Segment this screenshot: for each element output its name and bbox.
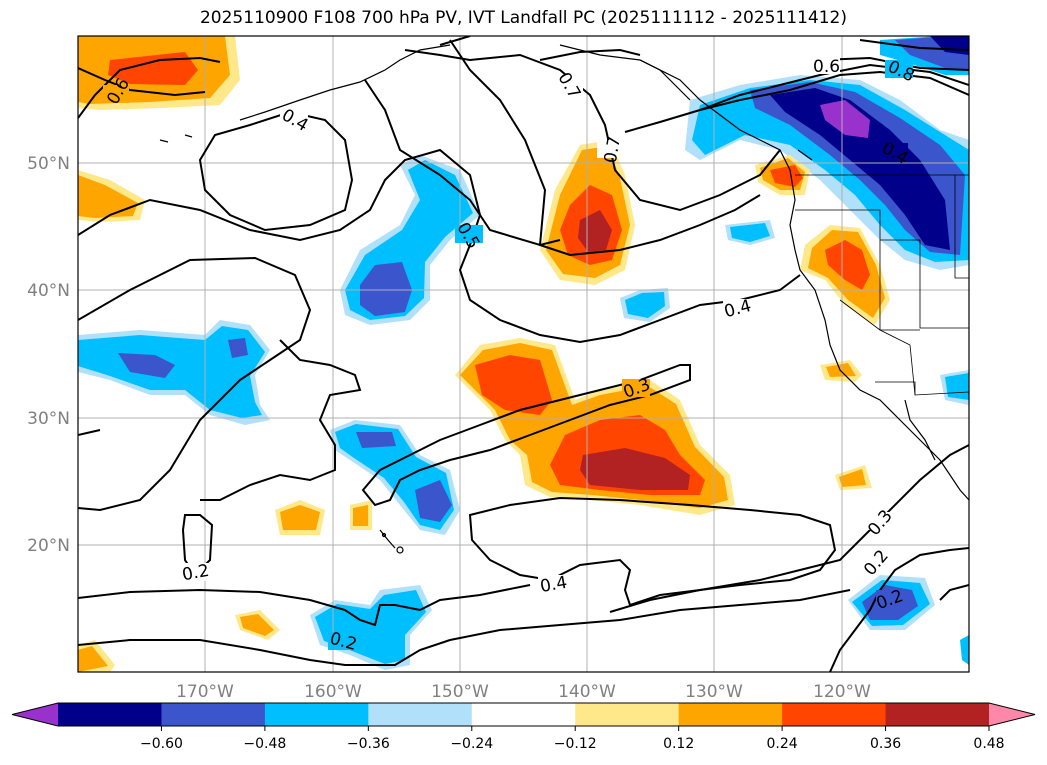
graticule	[78, 36, 969, 672]
map-title: 2025110900 F108 700 hPa PV, IVT Landfall…	[199, 8, 847, 28]
negative-anomaly-hawaii	[330, 420, 460, 535]
colorbar-swatch	[368, 703, 473, 726]
contour-label: 0.4	[278, 105, 311, 136]
colorbar-tick-label: −0.48	[243, 736, 286, 752]
contour-label: 0.6	[813, 57, 840, 77]
colorbar: −0.60 −0.48 −0.36 −0.24 −0.12 0.12 0.24 0.36 0.4…	[11, 702, 1036, 752]
contour-label-layer: 0.6 0.4 0.7 0.7 0.6 0.8 0.4 0.5 0.4 0.3 …	[103, 56, 917, 655]
lat-label: 20°N	[27, 536, 70, 556]
contour-label: 0.4	[539, 573, 569, 597]
contour-label: 0.2	[860, 546, 893, 580]
colorbar-tick-label: −0.60	[140, 736, 183, 752]
map-frame	[77, 35, 970, 673]
lon-label: 140°W	[558, 682, 616, 702]
lat-label: 30°N	[27, 409, 70, 429]
latitude-labels: 50°N 40°N 30°N 20°N	[27, 154, 70, 556]
colorbar-swatch	[885, 703, 990, 726]
contour-label: 0.7	[553, 69, 584, 102]
colorbar-tick-label: −0.24	[450, 736, 493, 752]
colorbar-outline	[11, 702, 1036, 727]
colorbar-swatch	[471, 703, 576, 726]
colorbar-swatch	[575, 703, 680, 726]
political-borders	[795, 174, 969, 396]
negative-anomaly-central	[340, 155, 480, 325]
longitude-labels: 170°W 160°W 150°W 140°W 130°W 120°W	[176, 682, 871, 702]
lon-label: 170°W	[176, 682, 234, 702]
contour-label: 0.3	[864, 506, 897, 540]
colorbar-tick-label: −0.12	[554, 736, 597, 752]
colorbar-tick-label: 0.48	[973, 736, 1004, 752]
lon-label: 160°W	[304, 682, 362, 702]
negative-anomaly-135w	[620, 220, 775, 322]
lat-label: 40°N	[27, 281, 70, 301]
colorbar-swatch	[264, 703, 369, 726]
pv-contours	[78, 36, 969, 672]
colorbar-swatch	[678, 703, 783, 726]
colorbar-swatch	[161, 703, 266, 726]
positive-anomaly-california	[800, 225, 890, 325]
lon-label: 150°W	[431, 682, 489, 702]
colorbar-tick-label: −0.36	[347, 736, 390, 752]
positive-anomaly-bc-coast	[755, 155, 810, 195]
coastlines	[159, 44, 969, 554]
colorbar-tick-label: 0.12	[663, 736, 694, 752]
lon-label: 130°W	[685, 682, 743, 702]
negative-anomaly-west	[78, 320, 270, 425]
shaded-fields	[78, 36, 969, 672]
colorbar-swatch	[58, 703, 162, 726]
colorbar-swatch	[782, 703, 887, 726]
positive-anomaly-central	[455, 338, 735, 515]
contour-label: 0.7	[601, 135, 625, 165]
positive-anomaly-northwest	[78, 36, 240, 110]
lon-label: 120°W	[813, 682, 871, 702]
contour-label: 0.2	[181, 561, 211, 585]
colorbar-tick-label: 0.36	[870, 736, 901, 752]
lat-label: 50°N	[27, 154, 70, 174]
colorbar-extend-min	[12, 703, 58, 726]
colorbar-extend-max	[989, 703, 1035, 726]
colorbar-tick-label: 0.24	[767, 736, 798, 752]
